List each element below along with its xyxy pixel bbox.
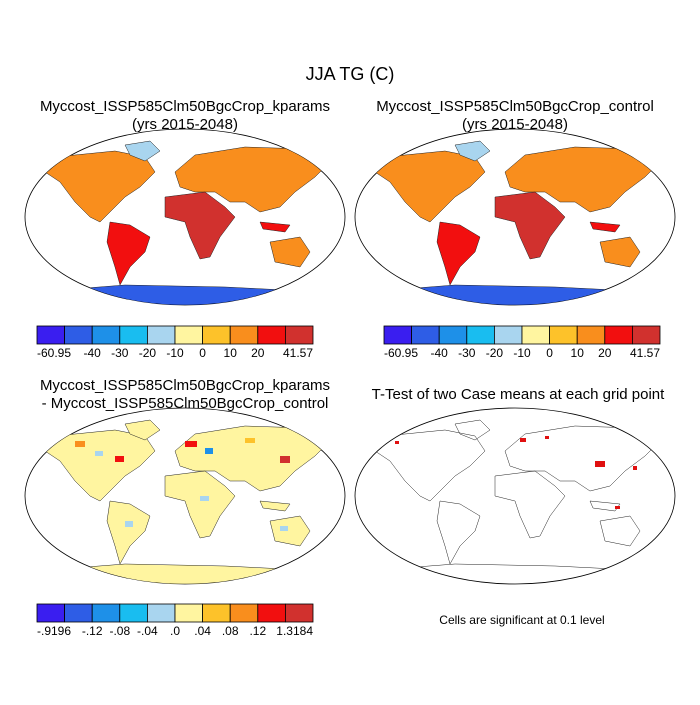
colorbar-label: 41.57 <box>630 346 660 360</box>
colorbar-label: -60.95 <box>37 346 71 360</box>
colorbar-label: -60.95 <box>384 346 418 360</box>
colorbar-label: -10 <box>166 346 184 360</box>
panel-subtitle: - Myccost_ISSP585Clm50BgcCrop_control <box>42 395 329 412</box>
colorbar-box <box>466 325 495 345</box>
panel-title: Myccost_ISSP585Clm50BgcCrop_kparams <box>40 377 330 394</box>
panel-title: T-Test of two Case means at each grid po… <box>372 386 665 403</box>
colorbar-box <box>383 325 413 345</box>
colorbar-label: -40 <box>84 346 102 360</box>
colorbar-label: 41.57 <box>283 346 313 360</box>
colorbar-label: -.04 <box>137 624 158 638</box>
colorbar-label: -30 <box>111 346 129 360</box>
colorbar-box <box>64 603 93 623</box>
panel-subtitle: (yrs 2015-2048) <box>462 116 568 133</box>
colorbar-box <box>91 325 121 345</box>
colorbar-label: .08 <box>222 624 239 638</box>
colorbars: -60.95 -40 -30 -20 -10 0 10 20 41.57 -60.95 -40 -30… <box>36 325 661 638</box>
colorbar-box <box>119 603 148 623</box>
colorbar-label: 0 <box>199 346 206 360</box>
colorbar-label: -.08 <box>109 624 130 638</box>
colorbar-box <box>549 325 578 345</box>
colorbar-box <box>257 603 286 623</box>
colorbar-label: 10 <box>571 346 585 360</box>
colorbar-box <box>202 325 231 345</box>
colorbar-box <box>604 325 633 345</box>
colorbar-label: 10 <box>224 346 238 360</box>
colorbar-box <box>174 325 204 345</box>
colorbar-label: -40 <box>431 346 449 360</box>
colorbar-label: .04 <box>194 624 211 638</box>
colorbar-label: -10 <box>513 346 531 360</box>
colorbar-label: -30 <box>458 346 476 360</box>
map <box>354 407 676 585</box>
panel-subtitle: (yrs 2015-2048) <box>132 116 238 133</box>
colorbar-box <box>36 325 66 345</box>
colorbar-box <box>576 325 606 345</box>
colorbar-label: .12 <box>249 624 266 638</box>
colorbar-box <box>202 603 231 623</box>
colorbar-label: -.9196 <box>37 624 71 638</box>
colorbar-label: 1.3184 <box>276 624 313 638</box>
colorbar-box <box>174 603 204 623</box>
colorbar-box <box>438 325 468 345</box>
panel-title: Myccost_ISSP585Clm50BgcCrop_kparams <box>40 98 330 115</box>
colorbar-label: 20 <box>598 346 612 360</box>
colorbar-box <box>119 325 148 345</box>
colorbar-box <box>146 603 176 623</box>
colorbar-box <box>493 325 523 345</box>
colorbar-box <box>284 603 314 623</box>
colorbar-box <box>229 603 259 623</box>
figure-title: JJA TG (C) <box>306 64 395 84</box>
note: Cells are significant at 0.1 level <box>439 613 604 627</box>
colorbar-box <box>36 603 66 623</box>
colorbar-label: -20 <box>486 346 504 360</box>
colorbar-label: -20 <box>139 346 157 360</box>
colorbar-label: 20 <box>251 346 265 360</box>
colorbar-box <box>632 325 661 345</box>
map <box>24 407 346 585</box>
colorbar-box <box>91 603 121 623</box>
colorbar-box <box>411 325 440 345</box>
colorbar-box <box>521 325 551 345</box>
colorbar-label: 0 <box>546 346 553 360</box>
colorbar-box <box>146 325 176 345</box>
colorbar-label: .0 <box>170 624 180 638</box>
colorbar-label: -.12 <box>82 624 103 638</box>
panel-title: Myccost_ISSP585Clm50BgcCrop_control <box>376 98 654 115</box>
colorbar-box <box>257 325 286 345</box>
colorbar-box <box>64 325 93 345</box>
colorbar-box <box>284 325 314 345</box>
colorbar-box <box>229 325 259 345</box>
map <box>354 128 676 306</box>
map <box>24 128 346 306</box>
